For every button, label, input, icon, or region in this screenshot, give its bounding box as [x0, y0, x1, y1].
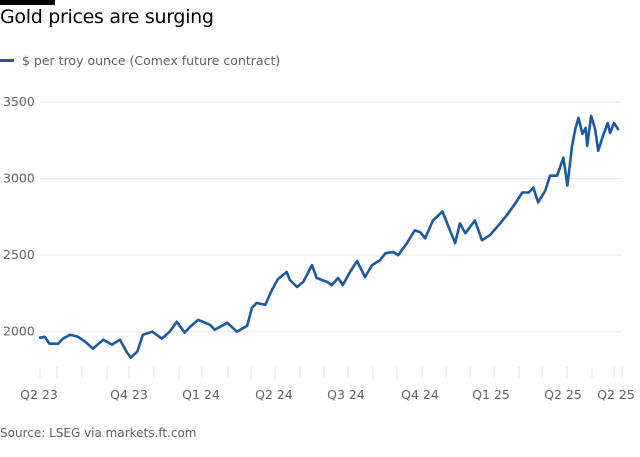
chart-title: Gold prices are surging: [0, 6, 214, 28]
x-tick-label: Q4 24: [401, 387, 439, 402]
x-tick-label: Q4 23: [110, 387, 148, 402]
source-note: Source: LSEG via markets.ft.com: [0, 426, 197, 440]
x-tick-label: Q2 23: [20, 387, 58, 402]
legend-label: $ per troy ounce (Comex future contract): [22, 53, 281, 68]
y-tick-label: 3500: [3, 94, 35, 109]
legend-swatch: [0, 59, 14, 62]
x-tick-label: Q2 25: [544, 387, 582, 402]
x-tick-label: Q1 25: [472, 387, 510, 402]
y-tick-label: 2500: [3, 247, 35, 262]
x-tick-label: Q2 24: [255, 387, 293, 402]
legend: $ per troy ounce (Comex future contract): [0, 53, 280, 68]
gold-price-line: [38, 114, 620, 359]
y-tick-label: 3000: [3, 171, 35, 186]
ft-brand-bar: [0, 0, 55, 5]
x-tick-label: Q2 25: [597, 387, 635, 402]
x-tick-label: Q1 24: [182, 387, 220, 402]
y-tick-label: 2000: [3, 324, 35, 339]
x-tick-label: Q3 24: [327, 387, 365, 402]
